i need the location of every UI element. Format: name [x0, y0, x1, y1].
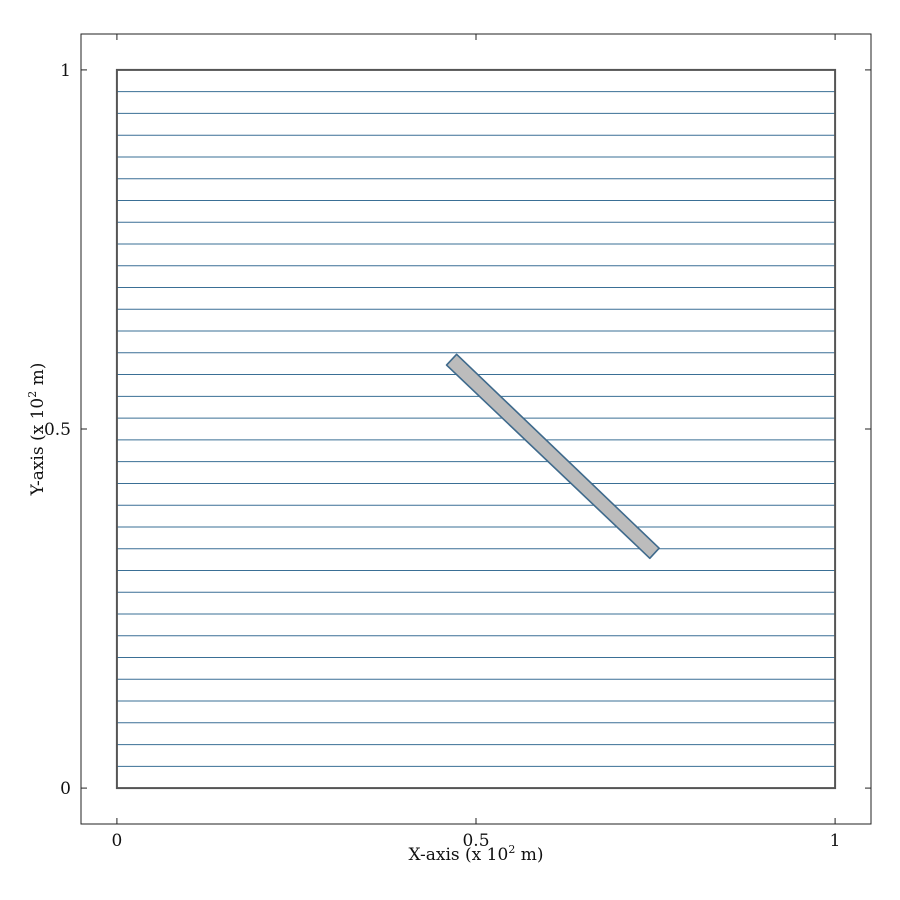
- horizontal-lines: [116, 91, 836, 767]
- domain-boundary: [115, 68, 837, 790]
- y-tick-label-2: 1: [60, 61, 71, 81]
- x-axis-label: X-axis (x 102 m): [409, 843, 544, 865]
- x-tick-label-2: 1: [830, 831, 841, 851]
- ticks: [81, 34, 871, 824]
- domain-rectangle: [115, 68, 837, 790]
- y-tick-label-0: 0: [60, 779, 71, 799]
- x-tick-label-0: 0: [111, 831, 122, 851]
- fracture: [445, 353, 660, 560]
- y-tick-label-1: 0.5: [44, 420, 71, 440]
- tick-labels: 0 0.5 1 0 0.5 1: [44, 61, 841, 851]
- fracture-bar: [445, 353, 660, 560]
- x-tick-label-1: 0.5: [462, 831, 489, 851]
- y-axis-label: Y-axis (x 102 m): [26, 363, 48, 497]
- plot-frame: [80, 33, 872, 825]
